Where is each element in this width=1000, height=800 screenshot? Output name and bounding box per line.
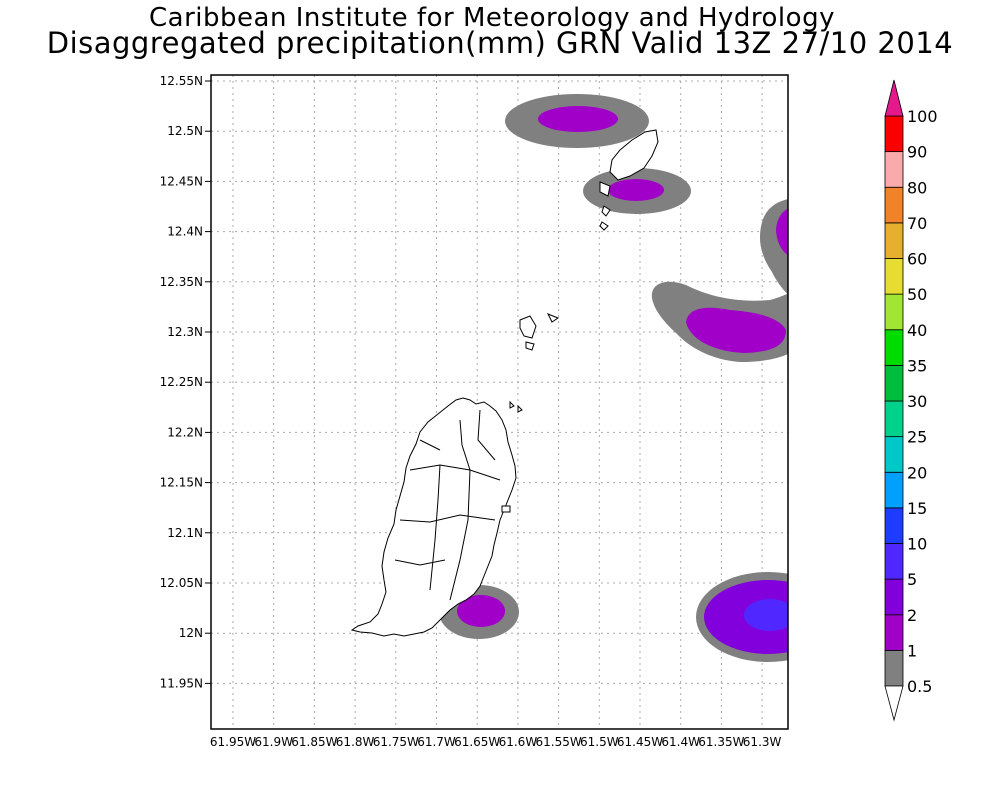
chart-title: Caribbean Institute for Meteorology and …: [149, 3, 835, 33]
colorbar-label: 35: [907, 356, 927, 375]
colorbar-box: [884, 115, 904, 153]
lat-tick-label: 12.2N: [167, 425, 203, 439]
lat-tick-label: 11.95N: [160, 676, 203, 690]
x-axis-ticks: 61.95W61.9W61.85W61.8W61.75W61.7W61.65W6…: [210, 735, 782, 749]
colorbar-label: 20: [907, 463, 927, 482]
lat-tick-label: 12.1N: [167, 526, 203, 540]
colorbar-label: 70: [907, 214, 927, 233]
precip-cell: [505, 94, 649, 148]
lat-tick-label: 12.15N: [160, 476, 203, 490]
colorbar-label: 90: [907, 143, 927, 162]
colorbar-box: [884, 329, 904, 366]
precip-cell: [696, 572, 788, 662]
lon-tick-label: 61.7W: [417, 735, 456, 749]
lat-tick-label: 12.4N: [167, 225, 203, 239]
precipitation-fields: [439, 94, 788, 662]
colorbar-box: [884, 471, 904, 509]
colorbar-label: 2: [907, 606, 917, 625]
lat-tick-label: 12.55N: [160, 74, 203, 88]
lat-tick-label: 12.45N: [160, 174, 203, 188]
colorbar-label: 10: [907, 535, 927, 554]
colorbar-label: 15: [907, 499, 927, 518]
colorbar-label: 50: [907, 285, 927, 304]
lon-tick-label: 61.8W: [336, 735, 375, 749]
lat-tick-label: 12.3N: [167, 325, 203, 339]
lon-tick-label: 61.4W: [661, 735, 700, 749]
chart-subtitle: Disaggregated precipitation(mm) GRN Vali…: [46, 26, 954, 60]
plot-frame: [210, 74, 789, 730]
lon-tick-label: 61.5W: [580, 735, 619, 749]
colorbar-label: 40: [907, 321, 927, 340]
colorbar-box: [884, 507, 904, 544]
lon-tick-label: 61.9W: [254, 735, 293, 749]
colorbar-label: 0.5: [907, 677, 932, 696]
colorbar-label: 1: [907, 641, 917, 660]
coastline-grenada: [350, 397, 517, 637]
lat-tick-label: 12.25N: [160, 375, 203, 389]
lon-tick-label: 61.35W: [698, 735, 744, 749]
colorbar-box: [884, 614, 904, 651]
colorbar-box: [884, 543, 904, 580]
lat-tick-label: 12.05N: [160, 576, 203, 590]
colorbar-box: [884, 649, 904, 687]
colorbar-label: 80: [907, 178, 927, 197]
colorbar-box: [884, 436, 904, 473]
y-axis-ticks: 12.55N 12.5N 12.45N 12.4N 12.35N 12.3N 12.25N 1…: [160, 74, 211, 690]
colorbar-label: 60: [907, 250, 927, 269]
colorbar-box: [884, 222, 904, 259]
colorbar-label: 30: [907, 392, 927, 411]
precip-cell: [760, 199, 788, 295]
precip-cell: [651, 281, 788, 362]
colorbar-box: [884, 186, 904, 224]
lat-tick-label: 12.35N: [160, 275, 203, 289]
colorbar-label: 5: [907, 570, 917, 589]
colorbar-label: 25: [907, 428, 927, 447]
colorbar-under-triangle: [884, 685, 904, 722]
colorbar-over-triangle: [884, 79, 904, 117]
lon-tick-label: 61.3W: [743, 735, 782, 749]
lon-tick-label: 61.85W: [291, 735, 337, 749]
colorbar-label: 100: [907, 107, 938, 126]
lon-tick-label: 61.75W: [373, 735, 419, 749]
colorbar-box: [884, 293, 904, 331]
lat-tick-label: 12.5N: [167, 124, 203, 138]
colorbar-box: [884, 578, 904, 616]
lon-tick-label: 61.45W: [617, 735, 663, 749]
coastline-carriacou: [501, 129, 659, 513]
colorbar-box: [884, 400, 904, 438]
lon-tick-label: 61.55W: [535, 735, 581, 749]
colorbar-box: [884, 258, 904, 295]
lon-tick-label: 61.6W: [499, 735, 538, 749]
colorbar-box: [884, 364, 904, 402]
precip-cell: [583, 168, 691, 214]
lat-tick-label: 12N: [179, 626, 203, 640]
colorbar-box: [884, 151, 904, 188]
lon-tick-label: 61.95W: [210, 735, 256, 749]
lon-tick-label: 61.65W: [454, 735, 500, 749]
